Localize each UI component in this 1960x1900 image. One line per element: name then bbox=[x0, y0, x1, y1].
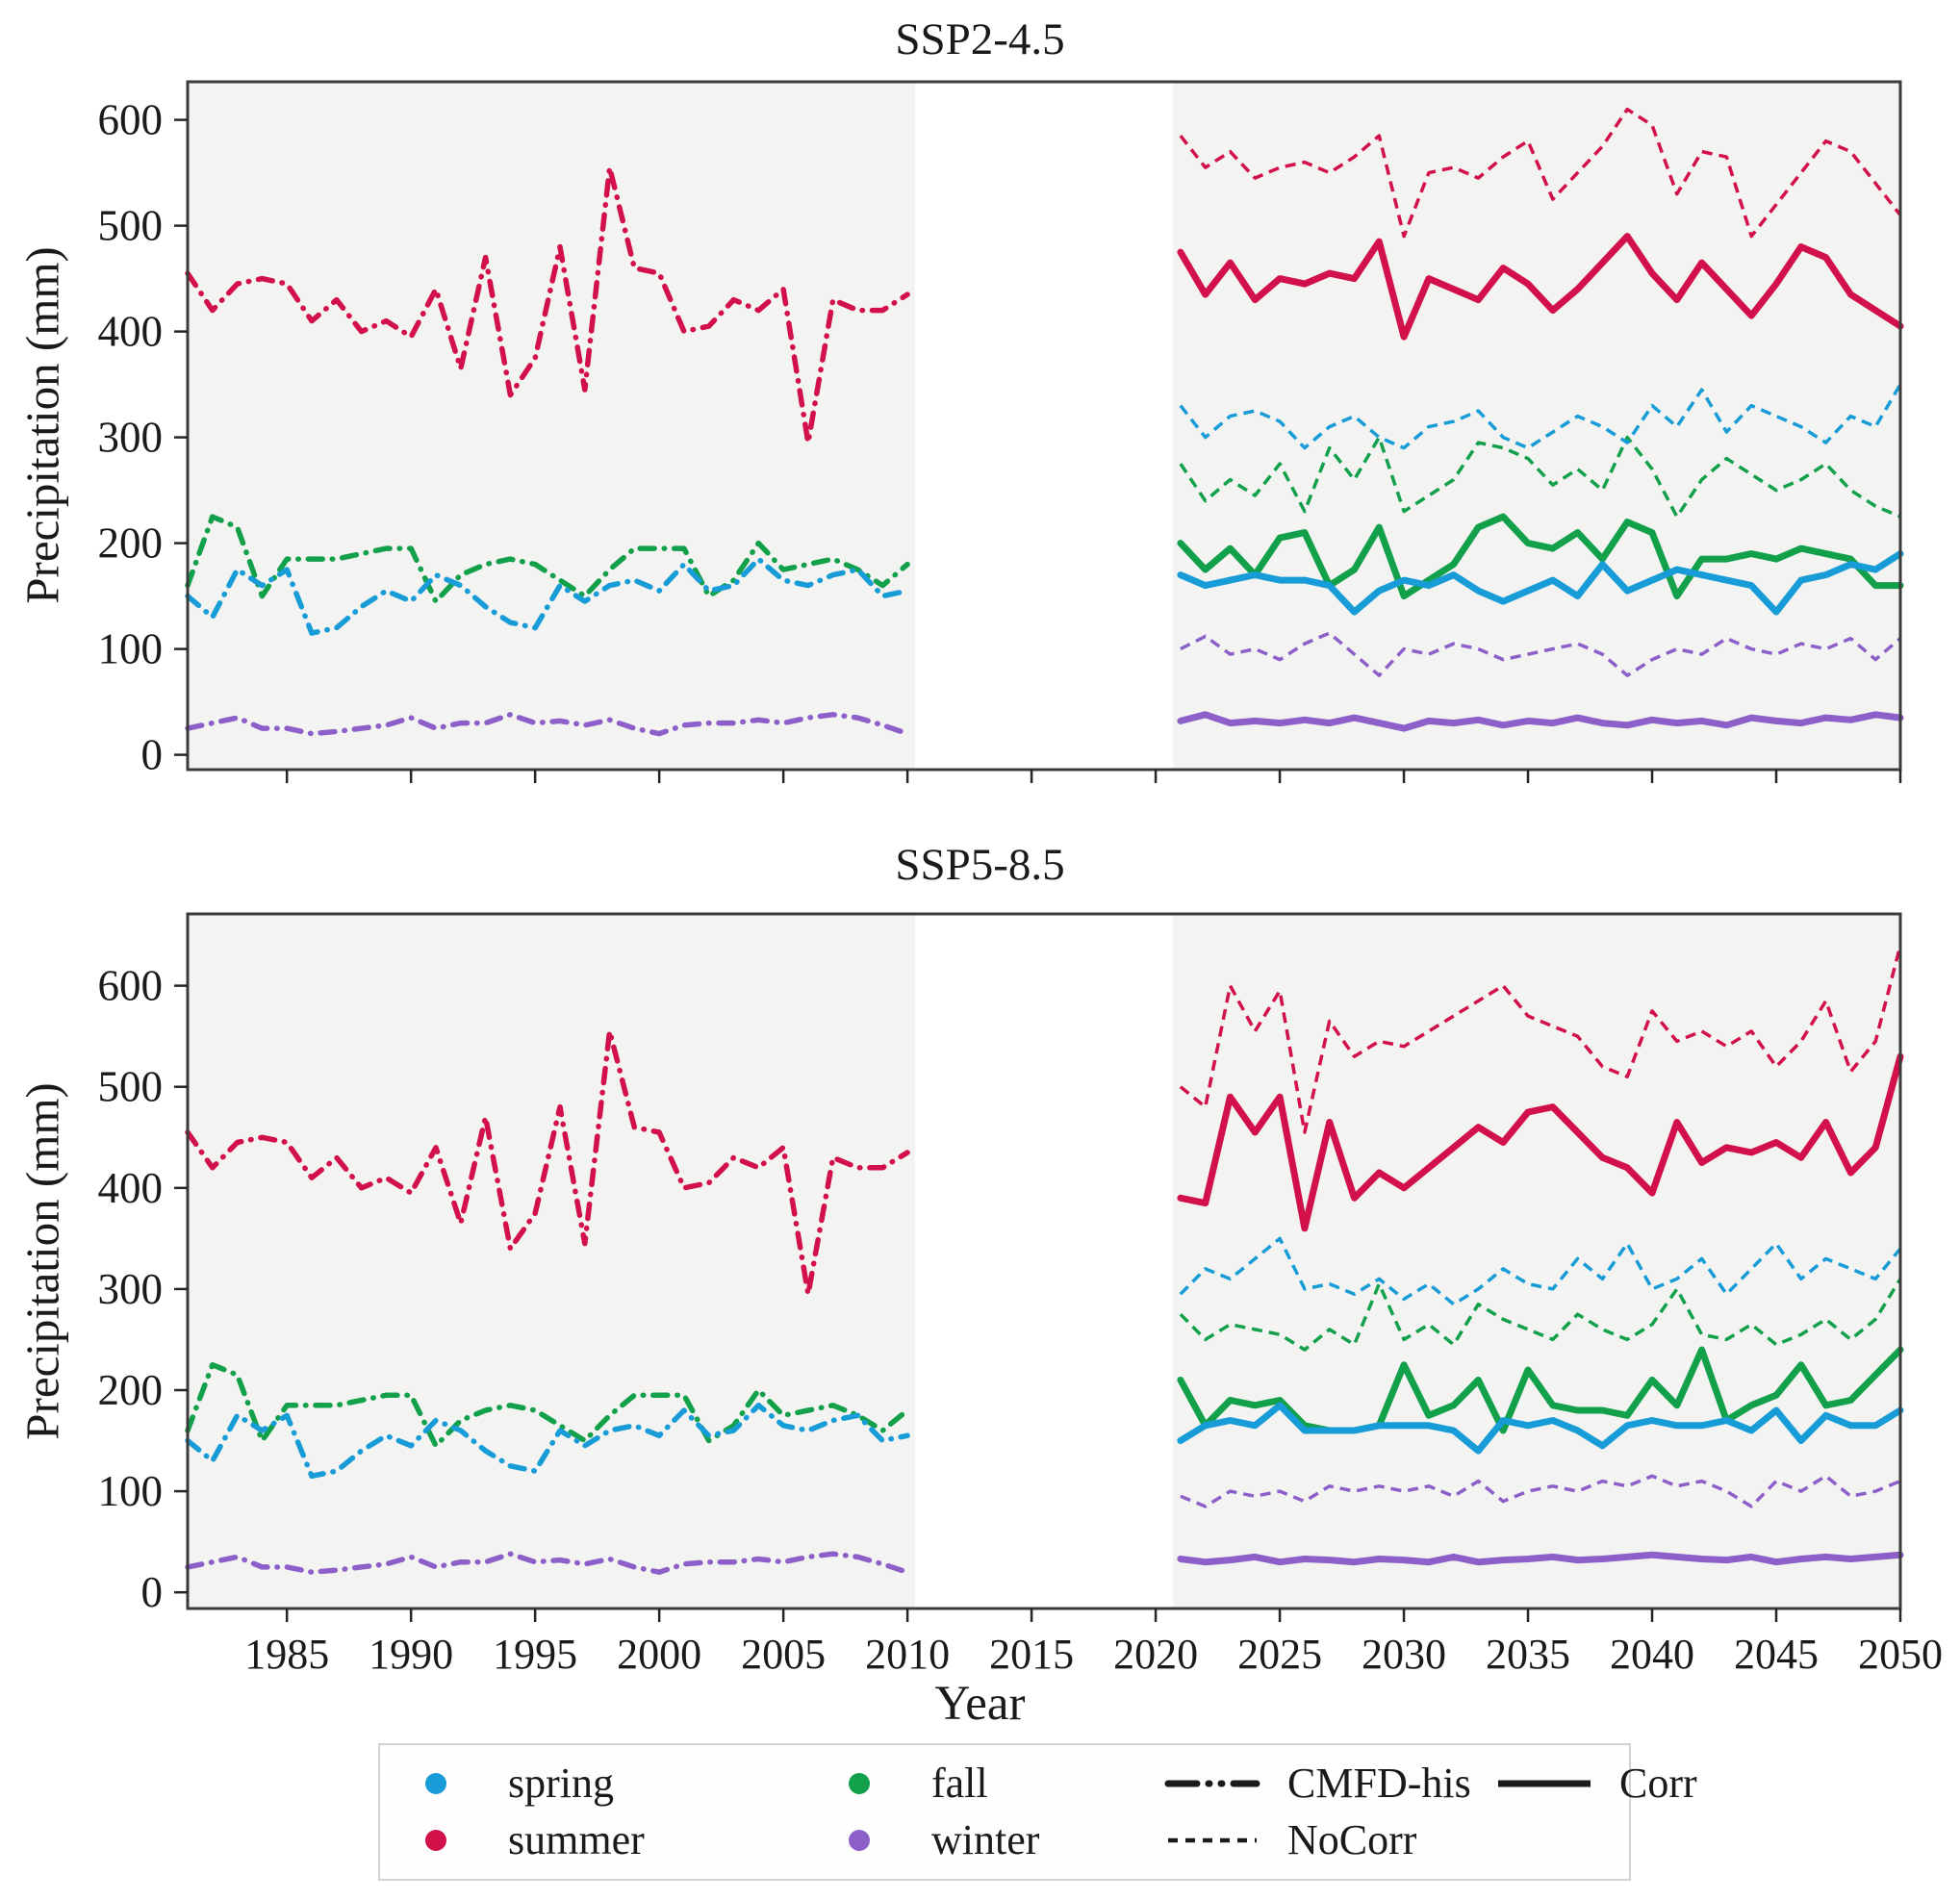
legend-item-nocorr: NoCorr bbox=[1164, 1819, 1496, 1862]
chart-ssp245: 0 100 200 300 400 500 600 bbox=[98, 80, 1904, 783]
ssp585-plot-border bbox=[186, 912, 1902, 1610]
ssp585-winter-corr-line bbox=[1177, 1551, 1904, 1566]
legend-label-winter: winter bbox=[931, 1816, 1040, 1864]
chart1-y-axis-label: Precipitation (mm) bbox=[15, 246, 69, 604]
dashdot-line-icon bbox=[1164, 1780, 1260, 1787]
ssp585-y-tick-label: 600 bbox=[98, 962, 164, 1010]
ssp585-winter-cmfdhis-line bbox=[185, 1551, 910, 1575]
summer-marker-icon bbox=[425, 1830, 446, 1852]
ssp585-spring-nocorr-line bbox=[1179, 1236, 1902, 1306]
legend-item-corr: Corr bbox=[1496, 1759, 1697, 1807]
ssp245-winter-cmfdhis-line bbox=[185, 712, 910, 737]
ssp245-fall-corr-line bbox=[1177, 513, 1904, 600]
winter-marker-icon bbox=[849, 1830, 870, 1852]
ssp585-y-tick-label: 0 bbox=[141, 1568, 164, 1616]
dashed-line-icon bbox=[1168, 1838, 1257, 1843]
ssp245-y-tick-label: 600 bbox=[98, 96, 164, 144]
ssp585-winter-nocorr-line bbox=[1180, 1474, 1901, 1508]
ssp585-x-tick-label: 2020 bbox=[1113, 1631, 1198, 1678]
ssp585-y-tick-label: 500 bbox=[98, 1063, 164, 1111]
ssp585-shaded-band-1 bbox=[1173, 914, 1900, 1609]
ssp585-x-tick-label: 2050 bbox=[1858, 1631, 1943, 1678]
legend-label-fall: fall bbox=[931, 1759, 988, 1807]
ssp585-fall-corr-line bbox=[1177, 1346, 1904, 1434]
ssp245-shaded-band-1 bbox=[1173, 82, 1900, 770]
ssp585-summer-corr-line bbox=[1177, 1052, 1904, 1232]
ssp245-y-tick-label: 200 bbox=[98, 519, 164, 568]
ssp585-fall-cmfdhis-line bbox=[185, 1361, 910, 1449]
legend-label-nocorr: NoCorr bbox=[1287, 1816, 1417, 1864]
ssp245-y-tick-label: 400 bbox=[98, 308, 164, 356]
ssp245-spring-corr-line bbox=[1177, 550, 1904, 616]
legend-label-summer: summer bbox=[508, 1816, 645, 1864]
ssp585-summer-cmfdhis-line bbox=[185, 1028, 910, 1297]
ssp585-x-tick-label: 2030 bbox=[1362, 1631, 1446, 1678]
ssp585-y-tick-label: 100 bbox=[98, 1467, 164, 1515]
legend: spring fall CMFD-his Corr summer bbox=[378, 1743, 1697, 1881]
legend-item-fall: fall bbox=[847, 1759, 1164, 1807]
ssp245-plot-border bbox=[186, 80, 1902, 772]
ssp245-y-tick-label: 100 bbox=[98, 625, 164, 673]
ssp585-y-tick-label: 400 bbox=[98, 1164, 164, 1212]
legend-label-spring: spring bbox=[508, 1759, 614, 1807]
ssp245-winter-nocorr-line bbox=[1180, 631, 1902, 677]
ssp585-x-tick-label: 1995 bbox=[493, 1631, 577, 1678]
ssp245-summer-cmfdhis-line bbox=[185, 165, 910, 445]
ssp585-x-tick-label: 2005 bbox=[741, 1631, 826, 1678]
solid-line-icon bbox=[1498, 1780, 1591, 1787]
ssp585-x-tick-label: 2035 bbox=[1486, 1631, 1570, 1678]
spring-marker-icon bbox=[425, 1772, 446, 1794]
ssp585-shaded-band-0 bbox=[188, 914, 915, 1609]
chart2-y-axis-label: Precipitation (mm) bbox=[15, 1082, 69, 1440]
fall-marker-icon bbox=[849, 1772, 870, 1794]
ssp245-shaded-band-0 bbox=[188, 82, 915, 770]
ssp585-x-tick-label: 2000 bbox=[617, 1631, 701, 1678]
chart1-title: SSP2-4.5 bbox=[895, 14, 1065, 64]
ssp585-y-tick-label: 300 bbox=[98, 1265, 164, 1313]
ssp245-spring-cmfdhis-line bbox=[185, 556, 910, 636]
chart-ssp585: 0 100 200 300 400 500 600 1985 1990 1995 2000 2005 2… bbox=[98, 912, 1943, 1678]
legend-item-spring: spring bbox=[423, 1759, 847, 1807]
ssp245-y-tick-label: 500 bbox=[98, 202, 164, 250]
legend-item-cmfd-his: CMFD-his bbox=[1164, 1759, 1496, 1807]
ssp245-spring-nocorr-line bbox=[1179, 383, 1902, 450]
ssp585-spring-corr-line bbox=[1177, 1402, 1904, 1455]
ssp585-summer-nocorr-line bbox=[1179, 945, 1902, 1134]
chart2-title: SSP5-8.5 bbox=[895, 840, 1065, 890]
legend-label-corr: Corr bbox=[1619, 1759, 1697, 1807]
ssp245-winter-corr-line bbox=[1177, 711, 1904, 732]
x-axis-label: Year bbox=[934, 1677, 1026, 1731]
ssp245-fall-nocorr-line bbox=[1179, 435, 1901, 519]
ssp585-x-tick-label: 2045 bbox=[1734, 1631, 1819, 1678]
ssp585-x-tick-label: 2040 bbox=[1610, 1631, 1694, 1678]
ssp585-y-tick-label: 200 bbox=[98, 1366, 164, 1414]
ssp245-y-tick-label: 300 bbox=[98, 414, 164, 462]
legend-label-cmfd-his: CMFD-his bbox=[1287, 1759, 1471, 1807]
ssp245-summer-corr-line bbox=[1177, 233, 1904, 341]
ssp585-fall-nocorr-line bbox=[1179, 1278, 1902, 1352]
ssp585-x-tick-label: 1990 bbox=[369, 1631, 453, 1678]
legend-item-summer: summer bbox=[423, 1819, 847, 1862]
ssp245-fall-cmfdhis-line bbox=[185, 514, 910, 604]
ssp585-x-tick-label: 2015 bbox=[989, 1631, 1074, 1678]
ssp585-x-tick-label: 2025 bbox=[1237, 1631, 1322, 1678]
ssp585-spring-cmfdhis-line bbox=[185, 1403, 910, 1480]
ssp585-x-tick-label: 1985 bbox=[244, 1631, 329, 1678]
legend-item-winter: winter bbox=[847, 1819, 1164, 1862]
ssp245-y-tick-label: 0 bbox=[141, 731, 164, 779]
ssp585-x-tick-label: 2010 bbox=[865, 1631, 950, 1678]
